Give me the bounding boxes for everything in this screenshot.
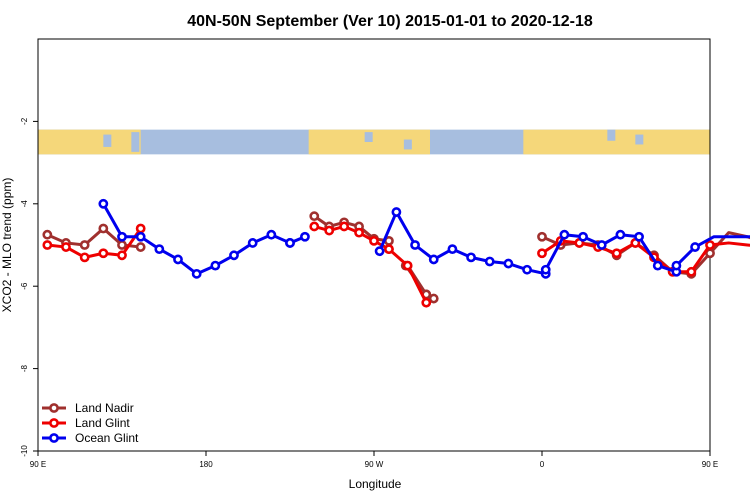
data-point <box>578 231 588 242</box>
data-point <box>537 231 547 242</box>
data-point <box>596 240 607 250</box>
legend-swatch-marker <box>49 418 59 428</box>
x-tick-label: 90 E <box>702 460 718 469</box>
data-point <box>98 198 109 209</box>
data-point <box>522 264 532 275</box>
legend-label: Land Glint <box>75 416 130 430</box>
data-point <box>537 248 547 259</box>
map-strip <box>38 129 710 155</box>
data-point <box>634 231 644 242</box>
x-axis-label: Longitude <box>349 477 402 491</box>
data-point <box>285 238 295 248</box>
data-point <box>374 246 385 257</box>
data-point <box>61 242 71 252</box>
data-point <box>503 258 514 269</box>
series-ocean-glint <box>98 198 750 279</box>
y-tick-label: -4 <box>20 200 29 208</box>
data-point <box>117 231 127 242</box>
data-point <box>410 240 420 250</box>
data-point <box>309 221 320 232</box>
data-point <box>300 231 310 242</box>
data-point <box>247 238 258 248</box>
series-line <box>675 235 750 267</box>
data-point <box>154 244 165 255</box>
data-point <box>540 264 551 275</box>
data-point <box>652 260 663 271</box>
data-point <box>484 256 495 267</box>
data-point <box>173 254 183 265</box>
data-point <box>79 240 90 250</box>
map-inlet <box>364 132 373 142</box>
legend-label: Land Nadir <box>75 401 134 415</box>
data-point <box>309 211 320 222</box>
data-point <box>135 231 146 242</box>
data-point <box>42 240 53 250</box>
map-inlet <box>635 134 644 145</box>
data-point <box>79 252 90 263</box>
legend-swatch-marker <box>49 433 59 443</box>
x-axis: 90 E 180 90 W 0 90 E <box>30 451 718 469</box>
y-tick-label: -2 <box>20 117 29 125</box>
data-point <box>354 227 364 238</box>
map-land <box>38 129 141 155</box>
data-point <box>42 229 53 240</box>
data-point <box>615 229 626 240</box>
data-point <box>135 242 146 252</box>
y-tick-label: -8 <box>20 364 29 372</box>
map-inlet <box>103 134 112 147</box>
x-tick-label: 90 W <box>365 460 384 469</box>
data-point <box>611 248 622 259</box>
data-point <box>98 248 109 259</box>
data-point <box>466 252 476 263</box>
x-tick-label: 180 <box>199 460 213 469</box>
data-point <box>428 254 439 265</box>
data-point <box>229 250 239 261</box>
x-tick-label: 0 <box>540 460 545 469</box>
series-line <box>387 247 428 304</box>
series-land-glint <box>42 221 750 308</box>
data-point <box>266 229 277 240</box>
data-point <box>690 242 700 252</box>
data-point <box>135 223 146 234</box>
data-point <box>339 221 350 232</box>
data-point <box>671 260 682 271</box>
data-point <box>324 225 335 236</box>
x-tick-label: 90 E <box>30 460 46 469</box>
legend-swatch-marker <box>49 403 59 413</box>
data-point <box>117 250 127 261</box>
y-tick-label: -6 <box>20 282 29 290</box>
series-line <box>102 203 291 276</box>
map-inlet <box>607 129 616 141</box>
data-point <box>705 240 715 250</box>
legend-label: Ocean Glint <box>75 431 139 445</box>
data-point <box>559 229 570 240</box>
data-point <box>391 207 402 217</box>
data-point <box>98 223 109 234</box>
data-point <box>421 297 432 308</box>
series-layer <box>42 198 750 308</box>
data-point <box>369 235 379 246</box>
data-point <box>402 260 413 271</box>
map-inlet <box>131 132 140 152</box>
data-point <box>447 244 458 255</box>
y-tick-label: -10 <box>20 445 29 457</box>
chart-title: 40N-50N September (Ver 10) 2015-01-01 to… <box>187 13 593 30</box>
y-axis-label: XCO2 - MLO trend (ppm) <box>0 178 14 313</box>
data-point <box>686 266 697 277</box>
data-point <box>428 293 439 304</box>
data-point <box>191 268 202 279</box>
map-inlet <box>403 139 412 150</box>
data-point <box>117 240 127 250</box>
map-land <box>523 129 710 155</box>
data-point <box>384 244 394 255</box>
data-point <box>210 260 221 271</box>
y-axis: -10 -8 -6 -4 -2 <box>20 117 38 457</box>
series-line <box>378 210 547 276</box>
